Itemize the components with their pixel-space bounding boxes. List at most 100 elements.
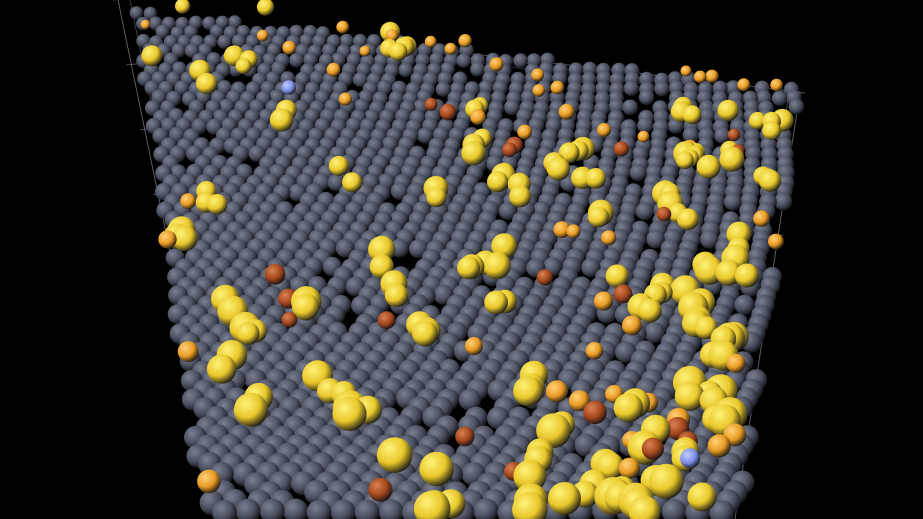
atom-type-3	[177, 341, 199, 363]
atom-type-1	[513, 53, 528, 68]
atom-type-1	[283, 498, 308, 519]
atom-type-1	[709, 500, 735, 519]
atom-type-2	[717, 99, 739, 121]
frame-tick	[126, 63, 138, 66]
atom-type-4	[613, 141, 629, 157]
atom-type-2	[588, 206, 609, 228]
atom-type-2	[513, 376, 544, 407]
atom-type-1	[289, 52, 304, 68]
atom-type-1	[637, 117, 654, 134]
atom-type-3	[489, 57, 504, 72]
atom-type-2	[426, 187, 447, 208]
atom-type-3	[359, 45, 371, 57]
atom-type-1	[623, 80, 639, 96]
atom-type-3	[180, 193, 197, 210]
atom-type-2	[483, 251, 511, 280]
atom-type-1	[622, 99, 638, 116]
atom-type-2	[342, 172, 363, 193]
atom-type-1	[644, 322, 665, 343]
atom-type-2	[719, 146, 745, 172]
atom-type-3	[338, 92, 352, 106]
atom-type-2	[628, 496, 661, 519]
atom-type-1	[378, 499, 404, 519]
atom-type-1	[174, 80, 190, 96]
atom-type-4	[439, 103, 457, 121]
atom-type-1	[470, 61, 485, 77]
atom-type-1	[155, 24, 170, 39]
atom-type-3	[532, 84, 546, 97]
atom-type-1	[456, 53, 472, 68]
atom-type-1	[435, 81, 451, 97]
atom-type-3	[618, 457, 641, 479]
atom-type-1	[352, 72, 368, 88]
atom-type-4	[613, 284, 633, 304]
atom-type-2	[734, 263, 759, 288]
atom-type-1	[227, 15, 242, 29]
atom-type-1	[398, 62, 414, 78]
atom-type-3	[326, 62, 341, 77]
atom-type-3	[705, 69, 719, 83]
atom-type-1	[458, 388, 481, 411]
atom-type-2	[605, 264, 629, 288]
atom-type-1	[723, 192, 742, 211]
atom-type-2	[509, 185, 531, 208]
atom-type-2	[487, 170, 509, 193]
atom-type-2	[682, 105, 702, 125]
atom-type-1	[209, 24, 224, 39]
atom-type-2	[235, 58, 252, 74]
atom-type-1	[327, 173, 345, 192]
atom-type-2	[512, 491, 548, 519]
atom-type-2	[676, 151, 694, 170]
atom-type-2	[694, 255, 724, 285]
atom-type-2	[484, 290, 508, 315]
atom-type-3	[680, 65, 692, 77]
atom-type-3	[558, 103, 575, 120]
atom-type-3	[768, 233, 784, 250]
atom-type-2	[388, 42, 408, 61]
atom-type-3	[531, 68, 545, 82]
atom-type-4	[455, 426, 475, 447]
atom-type-2	[674, 381, 705, 411]
atom-type-3	[464, 337, 483, 355]
atom-type-3	[545, 380, 569, 403]
atom-type-1	[771, 90, 788, 106]
atom-type-1	[661, 499, 687, 519]
atom-type-1	[682, 126, 699, 143]
atom-type-1	[259, 498, 285, 519]
atom-type-2	[715, 259, 742, 286]
atom-type-2	[175, 0, 191, 14]
atom-type-3	[585, 342, 604, 360]
atom-type-3	[637, 130, 650, 143]
atom-type-2	[236, 321, 260, 345]
atom-type-2	[637, 298, 662, 323]
atom-type-3	[568, 390, 591, 412]
atom-type-1	[774, 192, 793, 211]
atom-type-2	[461, 140, 486, 166]
atom-type-2	[696, 154, 721, 179]
atom-type-3	[470, 109, 486, 125]
atom-type-3	[458, 34, 472, 48]
atom-type-3	[753, 210, 770, 227]
atom-type-2	[328, 155, 349, 176]
atom-type-2	[368, 235, 396, 263]
atom-type-3	[601, 230, 617, 246]
atom-type-1	[306, 499, 332, 519]
atom-type-1	[788, 98, 805, 115]
atom-type-3	[385, 29, 399, 42]
atom-type-3	[693, 70, 707, 84]
atom-type-4	[424, 97, 438, 111]
atom-type-1	[217, 34, 232, 50]
atom-type-4	[583, 400, 607, 425]
atom-type-2	[376, 437, 413, 473]
atom-type-2	[762, 121, 782, 140]
atom-type-4	[536, 269, 554, 286]
atom-type-1	[248, 145, 266, 162]
atom-type-1	[330, 499, 356, 519]
atom-type-3	[444, 42, 457, 55]
atom-type-1	[231, 34, 247, 49]
atom-type-1	[409, 239, 428, 259]
atom-type-1	[629, 164, 647, 182]
atom-type-2	[384, 283, 409, 308]
